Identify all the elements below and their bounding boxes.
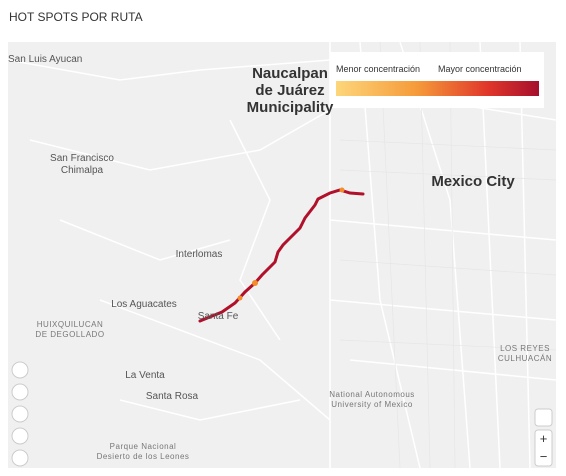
legend-low: Menor concentración (336, 64, 420, 74)
hot-spots (237, 187, 345, 301)
map-label: LOS REYES (500, 344, 550, 353)
map-label: Naucalpan (252, 65, 328, 82)
map-label: Mexico City (431, 173, 515, 190)
map-label: CULHUACÁN (498, 354, 552, 363)
map-label: Los Aguacates (111, 299, 177, 310)
zoom-control (534, 429, 553, 467)
map-label: DE DEGOLLADO (35, 330, 104, 339)
map-label: HUIXQUILUCAN (37, 320, 103, 329)
shape-button[interactable] (11, 449, 29, 467)
map-label: San Francisco (50, 153, 114, 164)
legend-high: Mayor concentración (438, 64, 522, 74)
map-label: Santa Fe (198, 311, 239, 322)
map-label: National Autonomous (329, 390, 415, 399)
zoom-in[interactable]: + (540, 431, 548, 446)
map-label: Parque Nacional (110, 442, 177, 451)
legend (330, 52, 544, 108)
layer-button[interactable] (11, 405, 29, 423)
locate-button[interactable] (11, 361, 29, 379)
map-label: Chimalpa (61, 165, 104, 176)
map-label: Santa Rosa (146, 391, 199, 402)
map-label: San Luis Ayucan (8, 54, 82, 65)
map-label: Interlomas (176, 249, 223, 260)
compass-button[interactable] (534, 408, 553, 427)
legend-gradient (336, 81, 539, 96)
view-button[interactable] (11, 383, 29, 401)
style-button[interactable] (11, 427, 29, 445)
route (198, 188, 365, 323)
map-label: Desierto de los Leones (97, 452, 190, 461)
map-tools (11, 361, 29, 467)
map-label: La Venta (125, 370, 165, 381)
map-label: de Juárez (255, 82, 324, 99)
streets (339, 41, 557, 469)
map-label: University of Mexico (331, 400, 413, 409)
widget-title: HOT SPOTS POR RUTA (9, 10, 143, 24)
map-label: Municipality (247, 99, 334, 116)
roads (7, 41, 557, 469)
zoom-out[interactable]: − (540, 449, 548, 464)
